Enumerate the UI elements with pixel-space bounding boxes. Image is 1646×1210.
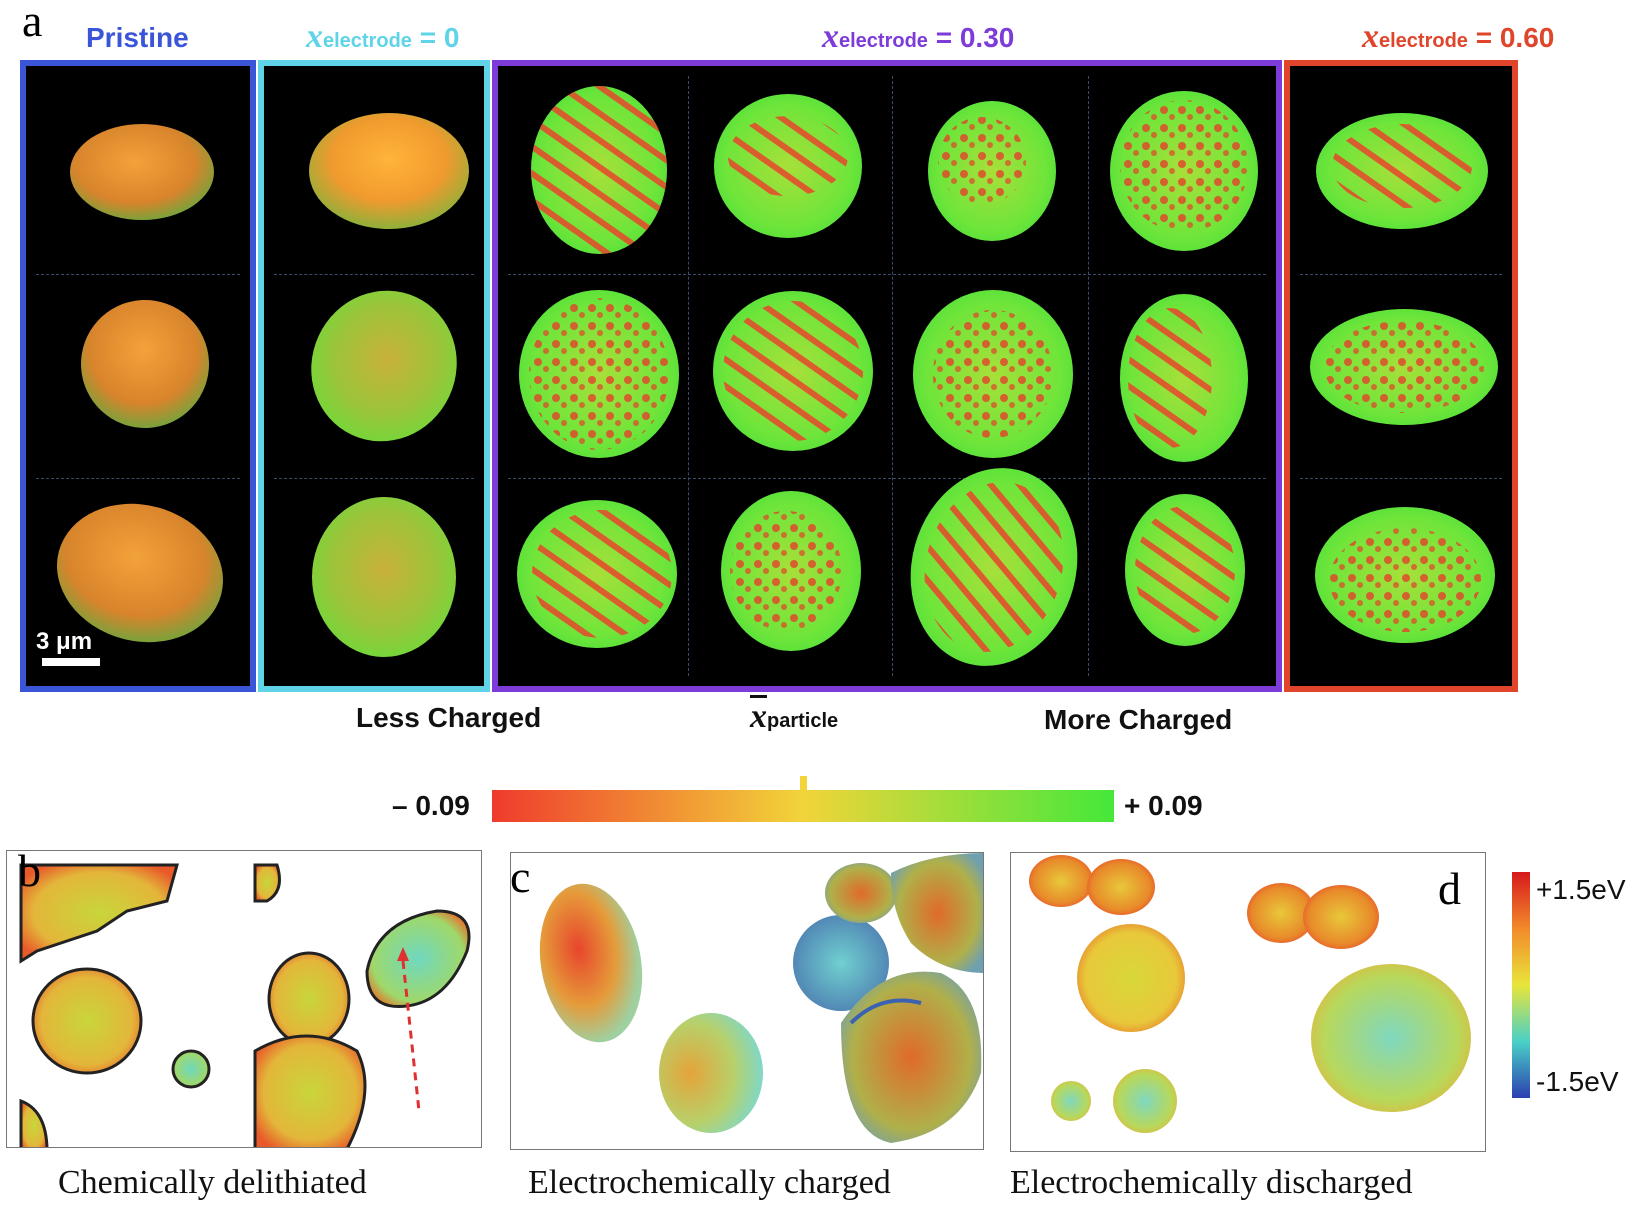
less-charged-label: Less Charged bbox=[356, 702, 542, 733]
colorbar-midtick bbox=[800, 776, 807, 792]
x030-particle-r3c4 bbox=[1125, 494, 1245, 646]
pristine-particle-3 bbox=[56, 503, 224, 643]
pristine-particle-2 bbox=[81, 300, 209, 428]
x030-particle-r3c3 bbox=[910, 468, 1078, 666]
x0-title: xelectrode = 0 bbox=[306, 18, 460, 55]
x030-particle-r3c2 bbox=[721, 491, 861, 651]
x030-particle-r2c2 bbox=[713, 291, 873, 451]
panel-c-particles bbox=[539, 853, 983, 1143]
x030-particle-r1c1 bbox=[531, 86, 667, 254]
panel-d-caption: Electrochemically discharged bbox=[1010, 1164, 1413, 1201]
x030-particle-r3c1 bbox=[517, 500, 677, 648]
x030-frame bbox=[492, 60, 1282, 692]
x060-particle-1 bbox=[1316, 113, 1488, 229]
x0-particle-1 bbox=[309, 113, 469, 229]
x030-particle-r2c3 bbox=[913, 290, 1073, 458]
pristine-frame: 3 μm bbox=[20, 60, 256, 692]
x0-frame bbox=[258, 60, 490, 692]
more-charged-label: More Charged bbox=[1044, 704, 1233, 735]
panel-c-letter: c bbox=[510, 851, 531, 902]
panel-c-caption: Electrochemically charged bbox=[528, 1164, 891, 1201]
x030-title: xelectrode = 0.30 bbox=[822, 18, 1015, 55]
panel-d-letter: d bbox=[1438, 863, 1461, 914]
colorbar-symbol-x: x bbox=[750, 698, 767, 735]
x030-particle-r1c3 bbox=[928, 101, 1056, 241]
colorbar-min-label: – 0.09 bbox=[392, 790, 470, 821]
x0-particle-2 bbox=[311, 290, 457, 442]
scale-bar: 3 μm bbox=[36, 628, 100, 666]
colorbar-gradient bbox=[492, 790, 1114, 822]
x030-particle-r1c2 bbox=[714, 94, 862, 238]
colorbar-symbol-sub: particle bbox=[767, 710, 839, 732]
panel-d-particles bbox=[1029, 855, 1471, 1133]
x030-particle-r1c4 bbox=[1110, 91, 1258, 251]
panel-a-letter: a bbox=[22, 0, 43, 46]
panel-d-map bbox=[1010, 852, 1486, 1152]
colorbar-symbol: xparticle bbox=[750, 698, 838, 736]
energy-colorbar bbox=[1512, 872, 1530, 1098]
energy-min-label: -1.5eV bbox=[1536, 1066, 1619, 1097]
x060-frame bbox=[1284, 60, 1518, 692]
x060-title: xelectrode = 0.60 bbox=[1362, 18, 1555, 55]
x030-particle-r2c4 bbox=[1120, 294, 1248, 462]
pristine-title: Pristine bbox=[86, 22, 189, 53]
energy-max-label: +1.5eV bbox=[1536, 874, 1626, 905]
panel-c-map bbox=[510, 852, 984, 1150]
panel-b-map bbox=[6, 850, 482, 1148]
x060-particle-2 bbox=[1310, 309, 1498, 425]
x060-particle-3 bbox=[1315, 507, 1495, 643]
panel-b-letter: b bbox=[18, 845, 41, 896]
panel-b-caption: Chemically delithiated bbox=[58, 1164, 367, 1201]
colorbar-max-label: + 0.09 bbox=[1124, 790, 1203, 821]
scale-bar-label: 3 μm bbox=[36, 628, 93, 655]
x0-particle-3 bbox=[312, 497, 456, 657]
panel-b-particles bbox=[19, 863, 471, 1147]
pristine-particle-1 bbox=[70, 124, 214, 220]
x030-particle-r2c1 bbox=[519, 290, 679, 458]
